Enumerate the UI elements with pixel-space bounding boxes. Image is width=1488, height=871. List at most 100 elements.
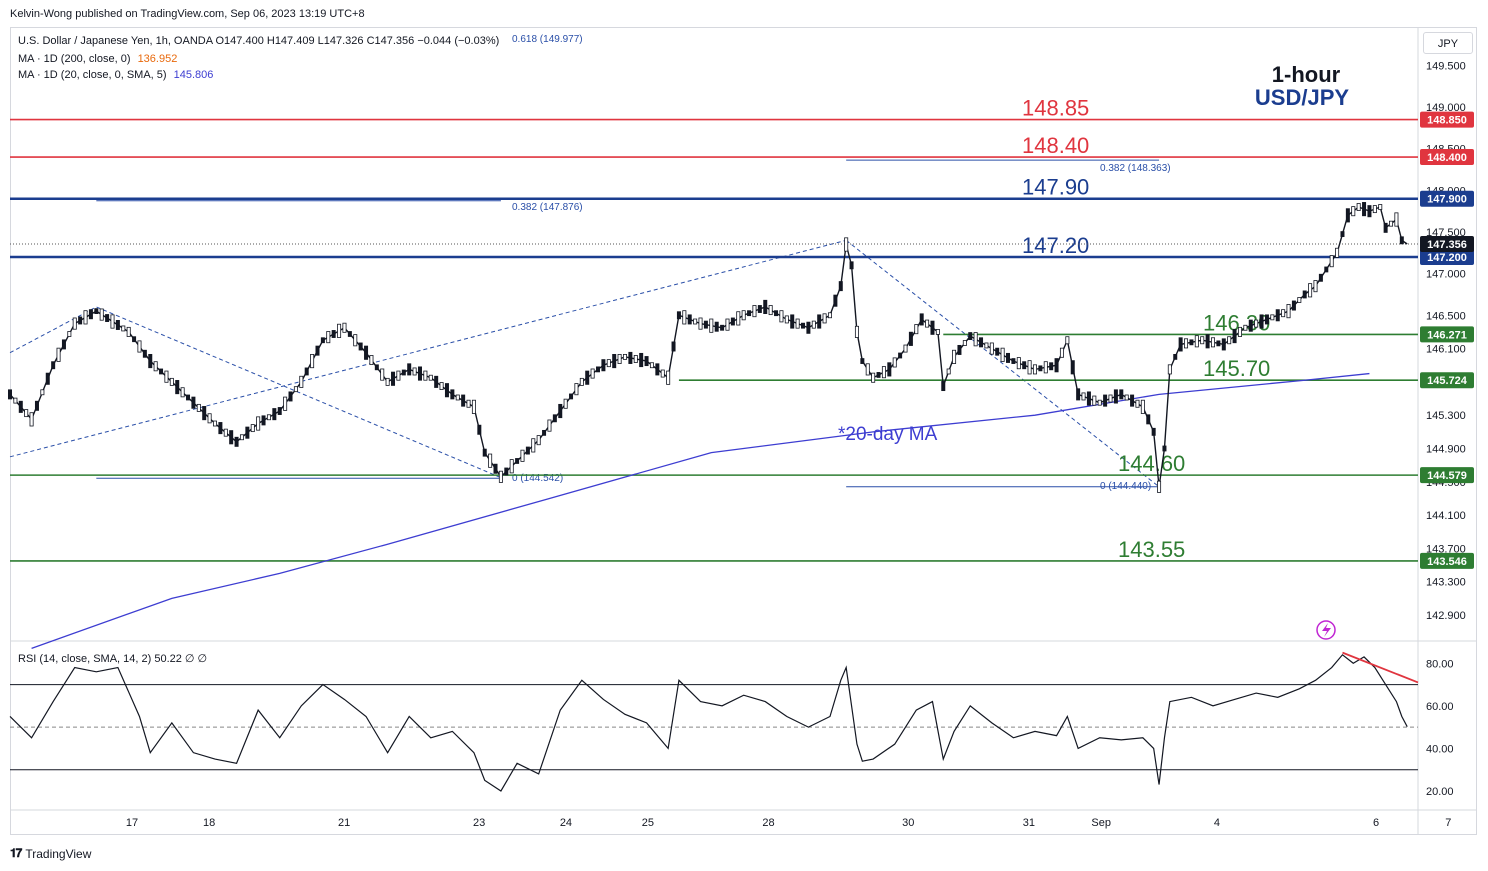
y-tick-label: 144.900 [1426, 443, 1466, 455]
currency-button[interactable]: JPY [1423, 32, 1473, 54]
price-candle [768, 305, 773, 316]
price-candle [461, 394, 466, 407]
price-candle [979, 337, 984, 348]
price-candle [72, 317, 77, 330]
price-candle [833, 294, 838, 307]
price-candle [482, 448, 487, 457]
price-candle [1291, 300, 1296, 311]
price-candle [137, 340, 142, 353]
price-candle [601, 359, 606, 372]
price-candle [1140, 399, 1145, 414]
price-candle [1167, 364, 1172, 375]
price-candle [666, 370, 671, 385]
fib-dashed-line [845, 239, 1160, 488]
price-candle [865, 363, 870, 376]
price-candle [693, 318, 698, 325]
x-tick-label: 17 [126, 817, 138, 829]
x-tick-label: 31 [1023, 817, 1035, 829]
legend-ma200-value: 136.952 [137, 53, 178, 65]
price-candle [628, 351, 633, 364]
price-candle [930, 320, 935, 335]
price-candle [153, 361, 158, 372]
price-candle [428, 374, 433, 381]
price-candle [299, 375, 304, 388]
price-candle [1221, 338, 1226, 351]
price-candle [439, 382, 444, 390]
price-candle [1313, 280, 1318, 293]
price-candle [1205, 334, 1210, 349]
level-label: 147.20 [1022, 233, 1089, 258]
price-candle [984, 342, 989, 349]
price-candle [385, 377, 390, 386]
price-candle [876, 372, 881, 378]
price-candle [1335, 247, 1340, 258]
price-candle [968, 332, 973, 341]
price-candle [7, 389, 12, 400]
price-candle [795, 318, 800, 329]
price-candle [310, 353, 315, 369]
price-candle [1146, 414, 1151, 425]
price-candle [320, 337, 325, 344]
price-candle [498, 470, 503, 483]
price-candle [423, 370, 428, 381]
price-candle [444, 383, 449, 398]
price-candle [1345, 208, 1350, 223]
legend-ma200-label: MA · 1D (200, close, 0) [18, 53, 131, 65]
price-candle [919, 313, 924, 326]
rsi-line [9, 653, 1408, 792]
price-candle [1065, 336, 1070, 345]
price-candle [1356, 203, 1361, 211]
last-price-tag-label: 147.356 [1427, 239, 1467, 251]
price-candle [779, 310, 784, 323]
price-candle [1318, 273, 1323, 282]
price-candle [822, 313, 827, 324]
rsi-y-tick-label: 20.00 [1426, 786, 1454, 798]
chart-title-line1: 1-hour [1272, 62, 1341, 87]
price-candle [288, 391, 293, 402]
price-candle [396, 370, 401, 381]
y-tick-label: 146.100 [1426, 344, 1466, 356]
price-candle [860, 358, 865, 364]
level-axis-tag-label: 145.724 [1427, 375, 1468, 387]
fib-label: 0 (144.440) [1100, 481, 1151, 492]
price-candle [1119, 389, 1124, 400]
price-candle [1200, 336, 1205, 345]
price-candle [121, 325, 126, 332]
price-candle [1297, 297, 1302, 303]
price-candle [660, 369, 665, 378]
price-candle [331, 330, 336, 338]
price-candle [1070, 360, 1075, 375]
price-candle [353, 334, 358, 347]
price-candle [736, 311, 741, 326]
price-candle [709, 318, 714, 333]
price-candle [806, 321, 811, 334]
price-candle [1254, 319, 1259, 328]
price-candle [995, 347, 1000, 356]
price-candle [1011, 358, 1016, 364]
price-candle [337, 323, 342, 338]
price-candle [304, 367, 309, 376]
price-candle [261, 415, 266, 426]
level-axis-tag [1420, 248, 1474, 265]
price-candle [542, 429, 547, 436]
price-candle [698, 317, 703, 330]
price-candle [1097, 399, 1102, 406]
price-candle [1286, 304, 1291, 319]
price-candle [1351, 206, 1356, 217]
price-candle [1038, 365, 1043, 372]
price-candle [914, 324, 919, 335]
level-label: 148.85 [1022, 96, 1089, 121]
price-candle [585, 370, 590, 385]
price-candle [849, 261, 854, 270]
price-candle [1264, 314, 1269, 325]
price-candle [730, 317, 735, 326]
price-candle [1043, 361, 1048, 374]
price-candle [229, 430, 234, 445]
price-candle [962, 340, 967, 346]
price-candle [1000, 347, 1005, 362]
price-candle [40, 389, 45, 396]
price-candle [369, 355, 374, 366]
price-candle [892, 357, 897, 368]
x-tick-label: 24 [560, 817, 572, 829]
